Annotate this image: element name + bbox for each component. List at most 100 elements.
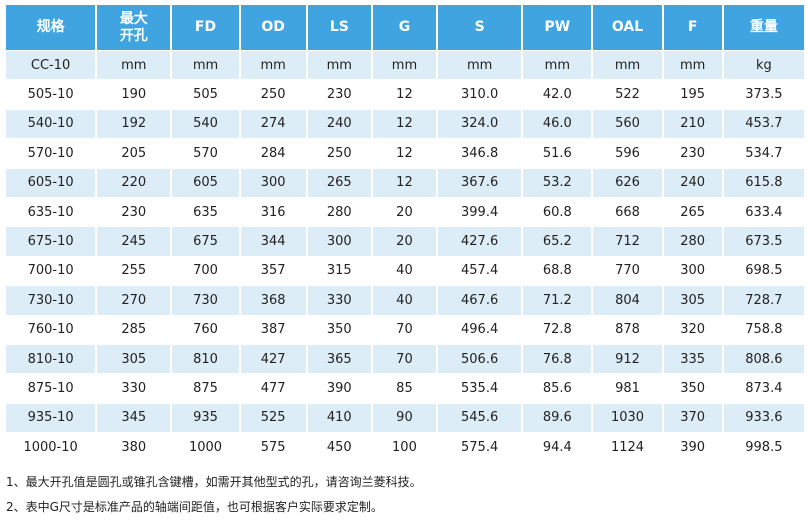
cell: 760 [193, 322, 218, 338]
header-cell: FD [172, 5, 239, 50]
header-row: 规格 最大 开孔 FD OD LS G S PW OAL F 重量 [6, 5, 804, 50]
cell: 728.7 [723, 286, 804, 315]
unit-cell: mm [593, 51, 662, 80]
data-row: 675-10 245 675 344 300 20 427.6 65.2 712 280 673.5 [6, 227, 804, 256]
cell: 300 [307, 227, 371, 256]
header-cell: 重量 [723, 5, 804, 50]
cell: 230 [326, 87, 352, 103]
cell: 467.6 [438, 286, 522, 315]
cell: 316 [260, 204, 286, 220]
cell: 810 [172, 344, 239, 374]
cell: 345 [97, 403, 171, 433]
cell: 540-10 [6, 109, 96, 139]
cell: 1030 [593, 403, 662, 433]
cell: 265 [307, 168, 371, 197]
cell: 810-10 [6, 344, 96, 374]
notes: 1、最大开孔值是圆孔或锥孔含键槽，如需开其他型式的孔，请咨询兰菱科技。 2、表中G… [6, 470, 422, 520]
data-row: 605-10 220 605 300 265 12 367.6 53.2 626 240 615.8 [6, 168, 804, 197]
cell: 280 [326, 204, 352, 220]
cell: 357 [260, 263, 286, 279]
cell: 20 [396, 204, 413, 220]
cell: 310.0 [461, 87, 499, 103]
header-cell: S [438, 5, 522, 50]
cell: 344 [240, 227, 306, 256]
cell: 575 [260, 439, 286, 455]
cell: 330 [121, 380, 147, 396]
cell: 525 [240, 403, 306, 433]
cell: 42.0 [542, 87, 572, 103]
data-row: 570-10 205 570 284 250 12 346.8 51.6 596 230 534.7 [6, 139, 804, 167]
cell: 315 [326, 263, 352, 279]
cell: 387 [260, 322, 286, 338]
unit-cell: CC-10 [6, 51, 96, 80]
cell: 195 [680, 87, 706, 103]
cell: 534.7 [745, 145, 783, 161]
cell: 675-10 [6, 227, 96, 256]
cell: 300 [680, 263, 706, 279]
cell: 522 [615, 87, 640, 103]
data-row: 810-10 305 810 427 365 70 506.6 76.8 912 335 808.6 [6, 344, 804, 374]
cell: 324.0 [438, 109, 522, 139]
cell: 390 [680, 439, 706, 455]
cell: 875-10 [27, 380, 74, 396]
cell: 560 [593, 109, 662, 139]
cell: 373.5 [745, 87, 783, 103]
header-cell: LS [307, 5, 371, 50]
data-row: 540-10 192 540 274 240 12 324.0 46.0 560 210 453.7 [6, 109, 804, 139]
cell: 730-10 [6, 286, 96, 315]
cell: 250 [260, 87, 286, 103]
cell: 230 [680, 145, 706, 161]
cell: 53.2 [523, 168, 592, 197]
cell: 675 [172, 227, 239, 256]
cell: 305 [663, 286, 722, 315]
cell: 633.4 [745, 204, 783, 220]
header-cell: G [372, 5, 437, 50]
cell: 300 [240, 168, 306, 197]
units-row: CC-10 mm mm mm mm mm mm mm mm mm kg [6, 51, 804, 80]
cell: 878 [615, 322, 640, 338]
cell: 240 [307, 109, 371, 139]
cell: 935-10 [6, 403, 96, 433]
unit-cell: mm [97, 51, 171, 80]
data-row: 875-10 330 875 477 390 85 535.4 85.6 981 350 873.4 [6, 374, 804, 402]
cell: 450 [326, 439, 352, 455]
cell: 390 [326, 380, 352, 396]
cell: 250 [326, 145, 352, 161]
cell: 935 [172, 403, 239, 433]
unit-cell: mm [172, 51, 239, 80]
cell: 427 [240, 344, 306, 374]
cell: 40 [396, 263, 413, 279]
cell: 320 [680, 322, 706, 338]
cell: 245 [97, 227, 171, 256]
cell: 570 [193, 145, 218, 161]
spec-table: 规格 最大 开孔 FD OD LS G S PW OAL F 重量 CC-10 mm mm mm mm mm mm… [4, 4, 806, 462]
cell: 635-10 [27, 204, 74, 220]
cell: 535.4 [461, 380, 499, 396]
cell: 457.4 [461, 263, 499, 279]
cell: 933.6 [723, 403, 804, 433]
cell: 70 [396, 322, 413, 338]
cell: 873.4 [745, 380, 783, 396]
cell: 1000-10 [23, 439, 78, 455]
cell: 575.4 [461, 439, 499, 455]
cell: 596 [615, 145, 640, 161]
header-cell: OD [240, 5, 306, 50]
cell: 12 [372, 168, 437, 197]
cell: 605 [172, 168, 239, 197]
cell: 698.5 [745, 263, 783, 279]
cell: 280 [663, 227, 722, 256]
cell: 540 [172, 109, 239, 139]
cell: 85.6 [542, 380, 572, 396]
unit-cell: mm [438, 51, 522, 80]
cell: 346.8 [461, 145, 499, 161]
cell: 368 [240, 286, 306, 315]
data-row: 760-10 285 760 387 350 70 496.4 72.8 878 320 758.8 [6, 316, 804, 344]
unit-cell: mm [372, 51, 437, 80]
cell: 240 [663, 168, 722, 197]
cell: 265 [680, 204, 706, 220]
cell: 274 [240, 109, 306, 139]
header-cell: PW [523, 5, 592, 50]
cell: 1000 [188, 439, 223, 455]
header-cell: OAL [593, 5, 662, 50]
